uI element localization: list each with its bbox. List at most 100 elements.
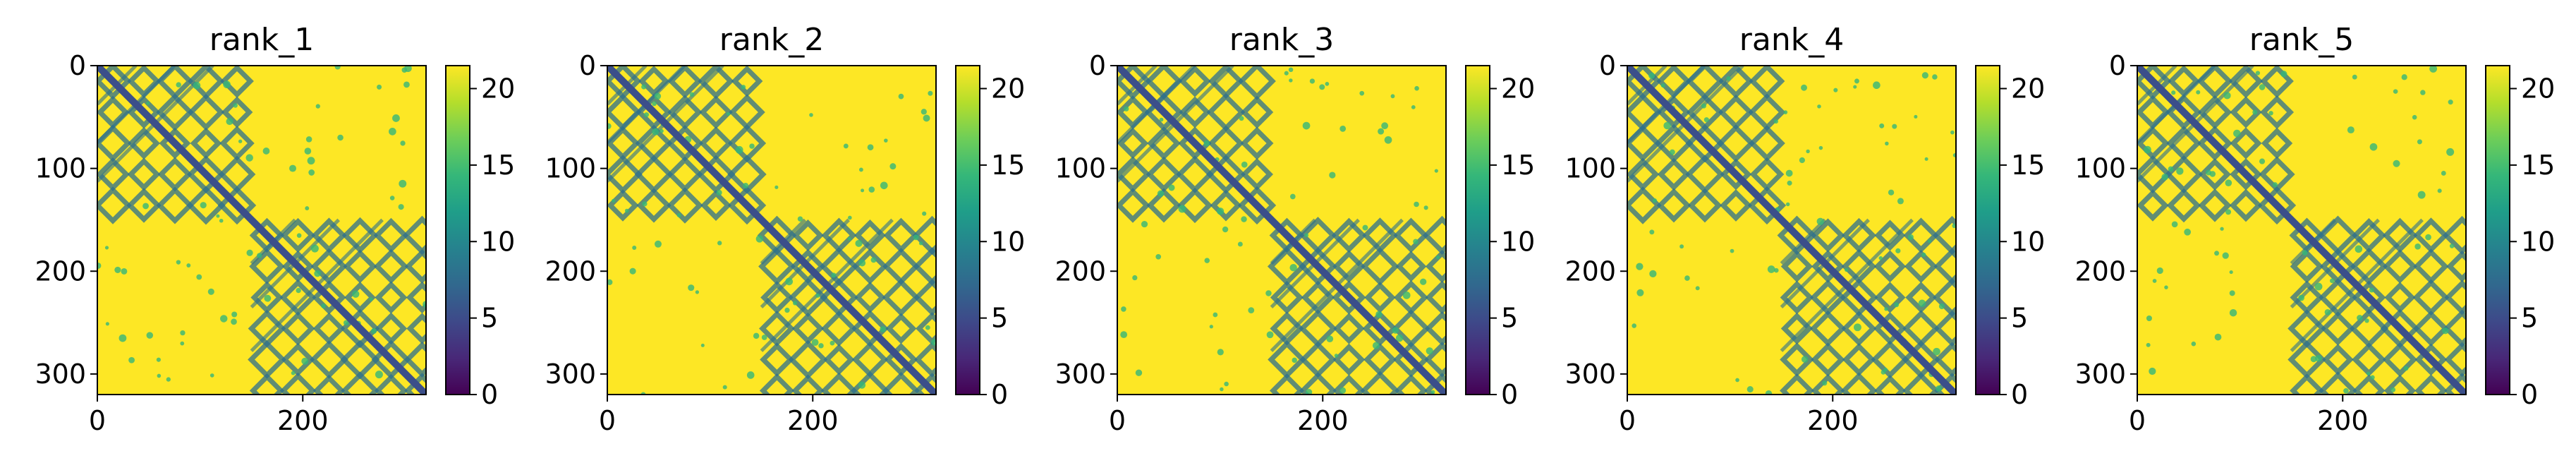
contact-dot	[1241, 216, 1247, 222]
contact-dot	[2403, 366, 2409, 371]
axes-frame	[1627, 65, 1957, 395]
chart-title: rank_4	[1739, 22, 1844, 58]
contact-dot	[2390, 387, 2396, 392]
contact-dot	[660, 128, 664, 133]
contact-motif	[760, 342, 794, 377]
contact-block-2	[1267, 215, 1446, 395]
contact-motif	[2259, 95, 2295, 130]
contact-dot	[858, 167, 863, 172]
x-tick-label: 0	[1619, 405, 1636, 436]
x-tick-label: 200	[1807, 405, 1859, 436]
contact-dot	[1787, 180, 1792, 186]
contact-dot	[726, 112, 731, 116]
y-tick-label: 100	[35, 153, 86, 184]
contact-dot	[423, 301, 426, 308]
x-tick-label: 0	[1109, 405, 1126, 436]
heatmap-cells	[97, 66, 426, 395]
contact-dot	[1854, 78, 1859, 84]
contact-dot	[749, 143, 755, 149]
contact-dot	[1853, 85, 1857, 89]
contact-dot	[400, 140, 406, 146]
contact-dot	[321, 303, 326, 308]
contact-motif	[1117, 188, 1150, 223]
contact-motif	[1687, 188, 1723, 223]
contact-dot	[848, 215, 852, 220]
contact-dot	[2156, 267, 2163, 275]
contact-dot	[928, 90, 933, 96]
contact-dot	[2324, 308, 2331, 315]
contact-dot	[1892, 124, 1897, 129]
contact-dot	[2171, 90, 2176, 95]
x-tick-label: 200	[1297, 405, 1349, 436]
contact-motif	[2257, 186, 2297, 225]
contact-motif	[1395, 251, 1427, 282]
contact-motif	[220, 66, 254, 98]
contact-dot	[1289, 193, 1296, 200]
contact-dot	[180, 341, 185, 346]
contact-dot	[2161, 174, 2168, 181]
contact-dot	[1289, 263, 1297, 272]
contact-dot	[1132, 275, 1138, 281]
contact-dot	[784, 307, 790, 313]
contact-dot	[1141, 221, 1148, 228]
contact-dot	[399, 179, 407, 188]
contact-dot	[880, 326, 887, 332]
x-tick-label: 200	[277, 405, 329, 436]
contact-dot	[1288, 67, 1294, 73]
contact-motif	[699, 95, 733, 129]
y-tick-label: 100	[545, 153, 596, 184]
heatmap-cells	[1117, 66, 1446, 395]
contact-dot	[128, 356, 135, 363]
colorbar-tick-label: 15	[2011, 150, 2045, 181]
contact-motif	[127, 157, 161, 191]
contact-dot	[688, 284, 695, 291]
contact-motif	[1364, 282, 1396, 313]
contact-dot	[304, 148, 312, 155]
contact-dot	[1701, 103, 1707, 109]
colorbar-tick-label: 15	[991, 150, 1025, 181]
contact-motif	[1425, 249, 1446, 283]
contact-dot	[2442, 327, 2449, 335]
contact-dot	[1319, 84, 1325, 90]
contact-motif	[2199, 158, 2231, 191]
contact-dot	[219, 218, 224, 223]
contact-dot	[1220, 387, 1224, 392]
contact-dot	[1879, 123, 1885, 128]
y-tick-label: 100	[1565, 153, 1616, 184]
chart-title: rank_1	[209, 22, 314, 58]
contact-motif	[1360, 371, 1400, 395]
contact-dot	[186, 263, 191, 267]
contact-dot	[652, 128, 660, 136]
contact-motif	[1332, 374, 1366, 395]
contact-dot	[1121, 306, 1126, 312]
contact-dot	[1888, 189, 1895, 196]
contact-dot	[642, 201, 648, 207]
contact-dot	[2146, 342, 2151, 347]
contact-dot	[1730, 248, 1734, 253]
contact-dot	[1265, 290, 1272, 296]
y-tick-label: 200	[35, 255, 86, 287]
contact-motif	[885, 313, 917, 344]
colorbar-gradient	[1465, 65, 1490, 395]
contact-dot	[2272, 182, 2278, 188]
contact-dot	[2223, 92, 2231, 100]
contact-motif	[1874, 375, 1906, 395]
contact-dot	[207, 288, 214, 295]
contact-dot	[1878, 255, 1883, 260]
contact-motif	[375, 281, 408, 314]
contact-dot	[1938, 303, 1945, 310]
contact-motif	[1780, 312, 1813, 345]
contact-dot	[156, 357, 161, 362]
contact-dot	[1222, 226, 1229, 233]
contact-motif	[2446, 251, 2466, 282]
contact-motif	[2166, 188, 2201, 223]
contact-dot	[334, 66, 341, 70]
contact-dot	[1239, 116, 1244, 121]
contact-dot	[607, 123, 612, 129]
contact-dot	[880, 181, 888, 190]
contact-dot	[1216, 208, 1225, 215]
contact-motif	[186, 186, 226, 225]
contact-motif	[2137, 189, 2169, 222]
contact-dot	[1248, 307, 1255, 313]
